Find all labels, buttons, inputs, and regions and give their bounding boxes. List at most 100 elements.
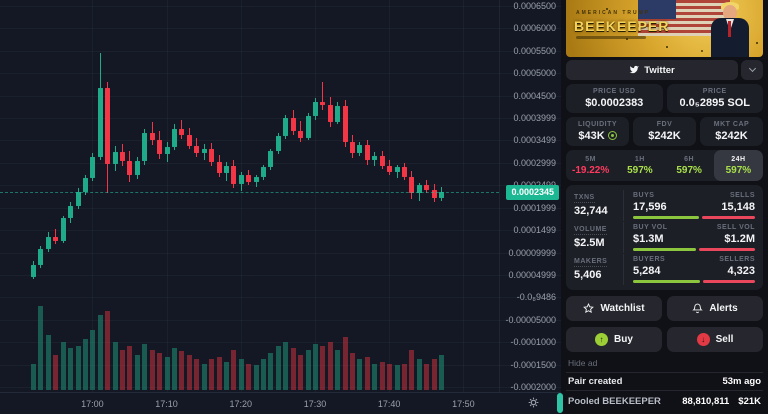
- volume-bar: [261, 359, 267, 390]
- h-gridline: [0, 364, 561, 366]
- alerts-button[interactable]: Alerts: [667, 296, 763, 321]
- buys-sells-bar: [633, 216, 755, 219]
- price-tick-label: -0.0001500: [510, 359, 556, 370]
- candle: [82, 178, 88, 192]
- sell-label: Sell: [715, 334, 734, 345]
- price-usd-label: PRICE USD: [592, 88, 636, 95]
- volume-bar: [238, 359, 244, 390]
- price-native-box: PRICE 0.0₅2895 SOL: [666, 84, 763, 113]
- volume-bar: [409, 350, 415, 390]
- volume-bar: [75, 346, 81, 390]
- tab-24h[interactable]: 24H 597%: [713, 150, 763, 181]
- volume-bar: [201, 363, 207, 390]
- candle: [179, 128, 185, 136]
- v-gridline: [92, 0, 94, 392]
- txns-value: 32,744: [574, 205, 608, 217]
- h-gridline: [0, 386, 561, 388]
- volume-bar: [372, 363, 378, 390]
- buy-vol-value: $1.3M: [633, 233, 664, 245]
- pooled-usd: $21K: [738, 395, 761, 407]
- price-tick-label: -0.00005000: [505, 314, 556, 325]
- watchlist-label: Watchlist: [600, 303, 645, 314]
- h-gridline: [0, 118, 561, 120]
- collapse-socials-button[interactable]: [741, 60, 763, 80]
- alerts-label: Alerts: [709, 303, 738, 314]
- price-tick-label: 0.0002999: [513, 157, 556, 168]
- current-price-tag: 0.0002345: [506, 184, 559, 200]
- volume-bar: [164, 356, 170, 390]
- volume-bar: [120, 350, 126, 390]
- candle: [290, 118, 296, 131]
- liquidity-lock-icon[interactable]: [607, 131, 617, 140]
- price-tick-label: -0.0₈9486: [516, 292, 556, 303]
- pooled-token-row[interactable]: Pooled BEEKEEPER 88,810,811 $21K: [566, 390, 763, 411]
- pooled-label: Pooled BEEKEEPER: [568, 395, 661, 407]
- mktcap-label: MKT CAP: [713, 121, 750, 128]
- volume-bar: [90, 330, 96, 390]
- price-chart[interactable]: 0.0006500 0.0006000 0.0005500 0.0005000 0.00…: [0, 0, 561, 414]
- tab-1h[interactable]: 1H 597%: [627, 155, 653, 176]
- volume-bar: [60, 341, 66, 390]
- candle: [216, 161, 222, 173]
- buyers-value: 5,284: [633, 265, 661, 277]
- volume-bar: [105, 310, 111, 390]
- price-tick-label: 0.0006000: [513, 23, 556, 34]
- candle: [231, 165, 237, 185]
- hide-ad-link[interactable]: Hide ad: [568, 358, 598, 368]
- buy-arrow-up-icon: ↑: [595, 333, 609, 346]
- candle: [439, 192, 445, 198]
- tab-5m[interactable]: 5M -19.22%: [572, 155, 610, 176]
- price-tick-label: 0.0003999: [513, 113, 556, 124]
- volume-bar: [45, 335, 51, 390]
- volume-bar: [134, 354, 140, 390]
- volume-bar: [53, 354, 59, 390]
- price-tick-label: 0.0006500: [513, 1, 556, 11]
- fdv-value: $242K: [648, 130, 681, 142]
- time-tick-label: 17:50: [452, 399, 475, 409]
- figure-head: [723, 5, 737, 20]
- v-gridline: [240, 0, 242, 392]
- buy-button[interactable]: ↑ Buy: [566, 327, 662, 352]
- candle: [394, 167, 400, 172]
- ad-banner[interactable]: AMERICAN TRUMP BEEKEEPER: [566, 0, 763, 57]
- chart-settings-gear-icon[interactable]: [528, 397, 539, 408]
- candle: [335, 105, 341, 122]
- time-tick-label: 17:10: [155, 399, 178, 409]
- h-gridline: [0, 274, 561, 276]
- timeframe-tabs: 5M -19.22% 1H 597% 6H 597% 24H 597%: [566, 150, 763, 181]
- candle: [186, 135, 192, 146]
- ad-kicker: AMERICAN TRUMP: [576, 10, 651, 16]
- volume-row: VOLUME $2.5M BUY VOL SELL VOL $1.3M $1.2…: [574, 222, 755, 253]
- volume-bar: [171, 347, 177, 390]
- candle: [164, 146, 170, 154]
- candle: [305, 116, 311, 138]
- tab-6h[interactable]: 6H 597%: [676, 155, 702, 176]
- sell-button[interactable]: ↓ Sell: [667, 327, 763, 352]
- volume-bar: [231, 350, 237, 390]
- watchlist-button[interactable]: Watchlist: [566, 296, 662, 321]
- candle: [409, 177, 415, 194]
- volume-bar: [320, 346, 326, 390]
- price-tick-label: 0.0001499: [513, 225, 556, 236]
- price-tick-label: 0.0004500: [513, 90, 556, 101]
- pair-created-value: 53m ago: [722, 376, 761, 387]
- candle: [60, 218, 66, 241]
- price-axis-separator: [499, 0, 500, 392]
- volume-bar: [246, 363, 252, 390]
- candle: [223, 165, 229, 173]
- candle: [275, 135, 281, 152]
- txns-label: TXNS: [574, 194, 595, 203]
- twitter-button[interactable]: Twitter: [566, 60, 738, 80]
- scrollbar-thumb[interactable]: [557, 393, 563, 413]
- sellers-label: SELLERS: [719, 256, 755, 263]
- volume-bar: [416, 359, 422, 390]
- buy-sell-vol-bar: [633, 248, 755, 251]
- v-gridline: [389, 0, 391, 392]
- volume-bar: [127, 346, 133, 390]
- price-tick-label: 0.0001999: [513, 202, 556, 213]
- candle: [387, 165, 393, 172]
- price-tick-label: -0.0001000: [510, 337, 556, 348]
- volume-bar: [186, 354, 192, 390]
- candle: [298, 130, 304, 138]
